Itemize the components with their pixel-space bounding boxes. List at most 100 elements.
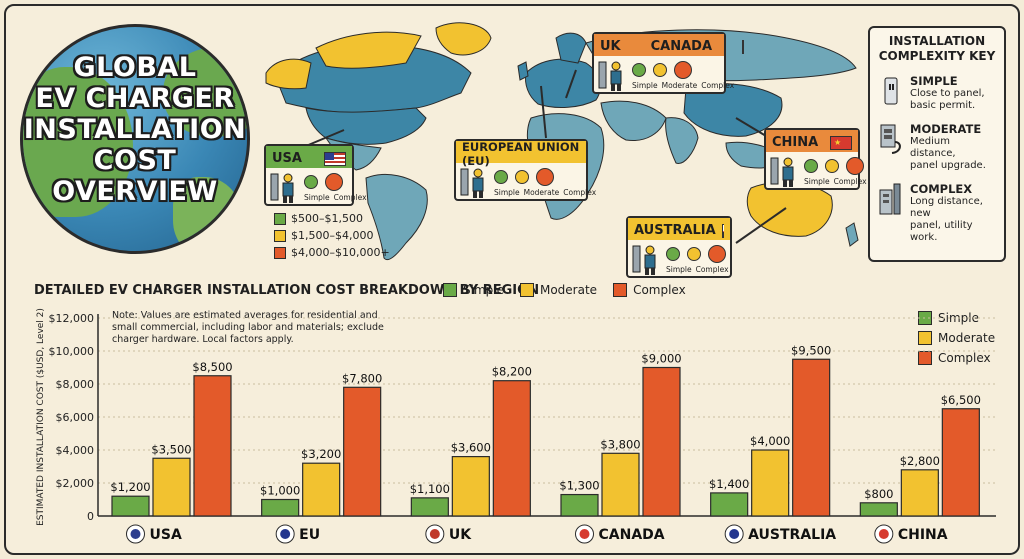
europe-region [525,58,601,108]
y-tick-label: 0 [87,510,94,523]
chart-title: DETAILED EV CHARGER INSTALLATION COST BR… [34,283,540,298]
bar-simple [111,495,150,517]
bar-moderate [900,469,939,517]
moderate-swatch [519,283,534,297]
canada-yellow [315,31,422,69]
key-item-desc: Long distance, new [910,196,983,219]
bar-value-label: $7,800 [342,371,382,385]
panel-icon [878,122,904,156]
eu-callout: EUROPEAN UNION (EU) Simple Moderate Comp [454,139,596,201]
callout-region-name: UK [600,39,621,54]
worker-icon [770,154,800,188]
australia-callout: AUSTRALIA Simple Comple [626,216,732,278]
bar-moderate [451,456,490,517]
cost-range-legend: $500–$1,500 $1,500–$4,000 $4,000–$10,000… [274,210,390,261]
bar-complex [343,386,382,517]
bar-value-label: $1,400 [709,477,749,491]
bar-value-label: $800 [864,487,893,501]
map-section: GLOBAL EV CHARGER INSTALLATION COST OVER… [6,6,1018,278]
bar-moderate [152,457,191,517]
title-line: EV CHARGER [35,83,235,114]
simple-dot [494,169,508,184]
bar-simple [859,502,898,517]
scandinavia-region [555,32,587,64]
key-item-desc: Medium distance, [910,136,956,159]
note-line: Note: Values are estimated averages for … [112,310,378,321]
china-flag-icon: ★ [830,135,852,150]
key-item-simple: SIMPLE Close to panel, basic permit. [870,74,1004,112]
country-flag-icon-fill [878,529,889,539]
x-category-label: USA [150,527,182,543]
bar-simple [710,492,749,517]
worker-icon [270,170,300,204]
cost-range-label: $4,000–$10,000+ [291,246,390,259]
bar-value-label: $1,000 [260,484,300,498]
country-flag-icon-fill [280,529,291,539]
world-map [265,22,859,261]
chart-note: Note: Values are estimated averages for … [112,310,412,346]
canada-flag-icon [742,39,745,54]
simple-dot [804,158,818,173]
dot-label: Complex [701,80,735,90]
legend-label: Moderate [938,331,996,345]
bar-value-label: $4,000 [750,434,790,448]
cost-range-label: $1,500–$4,000 [291,229,374,242]
dot-label: Complex [695,264,729,274]
dot-label: Complex [333,192,367,202]
key-item-name: COMPLEX [910,182,973,196]
utility-icon [878,182,904,216]
legend-label: Complex [938,351,991,365]
worker-icon [598,58,628,92]
bar-value-label: $2,800 [900,454,940,468]
bar-complex [193,375,232,517]
outlet-icon [878,74,904,108]
key-title: INSTALLATION COMPLEXITY KEY [870,34,1004,64]
uk-region [517,61,529,81]
moderate-dot [653,62,667,77]
nz-region [845,222,859,247]
country-flag-icon-fill [429,529,440,539]
bar-chart: 0$2,000$4,000$6,000$8,000$10,000$12,000E… [36,308,996,544]
dot-label: Moderate [523,187,560,197]
cost-range-label: $500–$1,500 [291,212,363,225]
callout-region-name: USA [272,151,302,166]
complex-dot [325,172,343,191]
greenland-region [435,22,492,56]
infographic-frame: GLOBAL EV CHARGER INSTALLATION COST OVER… [4,4,1020,555]
dot-label: Simple [304,192,330,202]
key-item-desc: panel, utility work. [910,220,973,243]
y-tick-label: $4,000 [56,444,95,457]
note-line: small commercial, including labor and ma… [112,322,384,333]
complex-dot [674,60,692,79]
bar-simple [560,493,599,517]
bar-value-label: $3,800 [600,437,640,451]
simple-swatch [443,283,457,297]
x-category-label: CANADA [599,527,665,543]
country-flag-icon-fill [130,529,141,539]
legend-label: Moderate [539,283,598,297]
dot-label: Moderate [661,80,698,90]
x-category-label: EU [299,527,320,543]
worker-icon [632,242,662,276]
bar-value-label: $3,600 [451,441,491,455]
moderate-swatch [918,331,932,345]
complex-swatch [274,246,286,259]
bar-moderate [302,462,341,517]
bar-moderate [601,452,640,517]
complexity-key-panel: INSTALLATION COMPLEXITY KEY SIMPLE Close… [868,26,1006,262]
bar-moderate [751,449,790,517]
key-item-desc: basic permit. [910,100,976,111]
bar-complex [941,408,980,517]
dot-label: Simple [494,187,520,197]
usa-region [305,107,427,145]
x-category-label: CHINA [898,527,948,543]
key-item-name: SIMPLE [910,74,958,88]
uk-canada-callout: UK CANADA Simple Moderate [592,32,745,94]
callout-region-name: EUROPEAN UNION (EU) [462,139,580,168]
worker-icon [460,165,490,199]
moderate-dot [825,158,839,173]
simple-swatch [274,212,286,225]
bar-value-label: $9,500 [791,343,831,357]
key-item-complex: COMPLEX Long distance, new panel, utilit… [870,182,1004,244]
y-tick-label: $2,000 [56,477,95,490]
